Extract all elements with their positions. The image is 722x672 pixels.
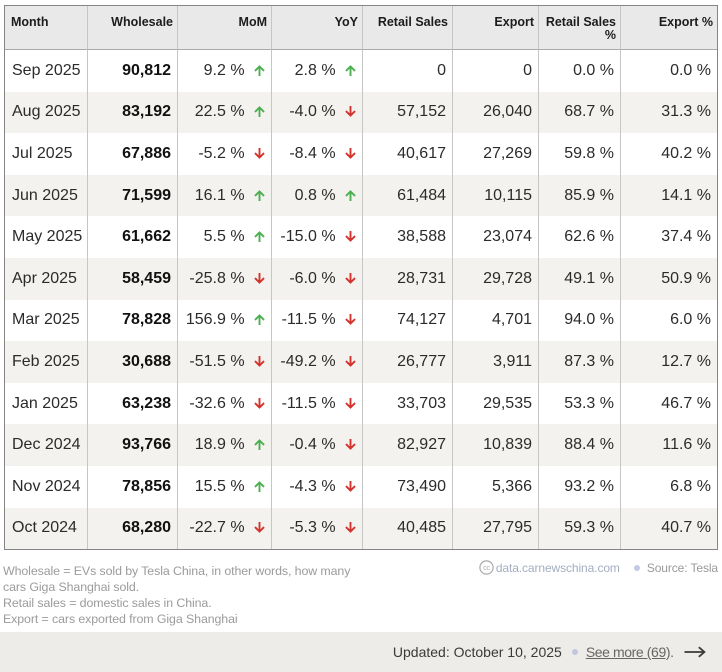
svg-text:cc: cc [483, 565, 490, 572]
